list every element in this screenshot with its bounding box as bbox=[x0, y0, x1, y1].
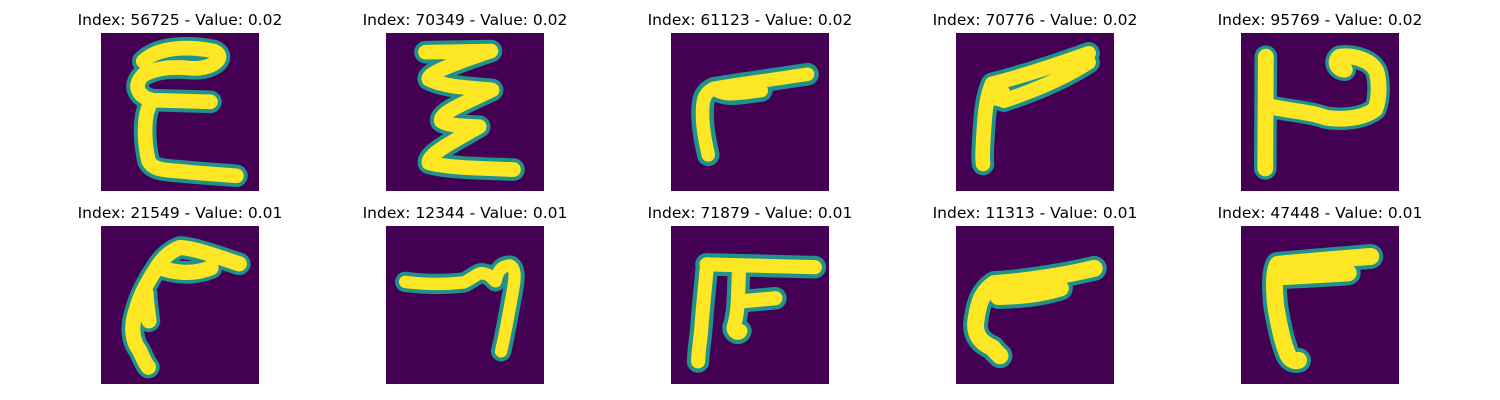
digit-image bbox=[1241, 226, 1399, 384]
panel-title: Index: 70776 - Value: 0.02 bbox=[932, 11, 1138, 29]
panel-title: Index: 71879 - Value: 0.01 bbox=[647, 204, 853, 222]
panel-3: Index: 61123 - Value: 0.02 bbox=[640, 10, 860, 192]
panel-title: Index: 70349 - Value: 0.02 bbox=[362, 11, 568, 29]
panel-title: Index: 61123 - Value: 0.02 bbox=[647, 11, 853, 29]
digit-image bbox=[386, 33, 544, 191]
panel-7: Index: 12344 - Value: 0.01 bbox=[355, 203, 575, 385]
digit-image bbox=[956, 33, 1114, 191]
panel-title: Index: 56725 - Value: 0.02 bbox=[77, 11, 283, 29]
panel-9: Index: 11313 - Value: 0.01 bbox=[925, 203, 1145, 385]
panel-10: Index: 47448 - Value: 0.01 bbox=[1210, 203, 1430, 385]
digit-image bbox=[386, 226, 544, 384]
digit-image bbox=[101, 226, 259, 384]
digit-image bbox=[671, 33, 829, 191]
panel-title: Index: 11313 - Value: 0.01 bbox=[932, 204, 1138, 222]
digit-image bbox=[671, 226, 829, 384]
panel-2: Index: 70349 - Value: 0.02 bbox=[355, 10, 575, 192]
digit-image bbox=[956, 226, 1114, 384]
panel-title: Index: 12344 - Value: 0.01 bbox=[362, 204, 568, 222]
panel-8: Index: 71879 - Value: 0.01 bbox=[640, 203, 860, 385]
panel-1: Index: 56725 - Value: 0.02 bbox=[70, 10, 290, 192]
panel-4: Index: 70776 - Value: 0.02 bbox=[925, 10, 1145, 192]
panel-5: Index: 95769 - Value: 0.02 bbox=[1210, 10, 1430, 192]
panel-6: Index: 21549 - Value: 0.01 bbox=[70, 203, 290, 385]
digit-image bbox=[101, 33, 259, 191]
digit-image bbox=[1241, 33, 1399, 191]
panel-title: Index: 47448 - Value: 0.01 bbox=[1217, 204, 1423, 222]
panel-title: Index: 21549 - Value: 0.01 bbox=[77, 204, 283, 222]
panel-title: Index: 95769 - Value: 0.02 bbox=[1217, 11, 1423, 29]
